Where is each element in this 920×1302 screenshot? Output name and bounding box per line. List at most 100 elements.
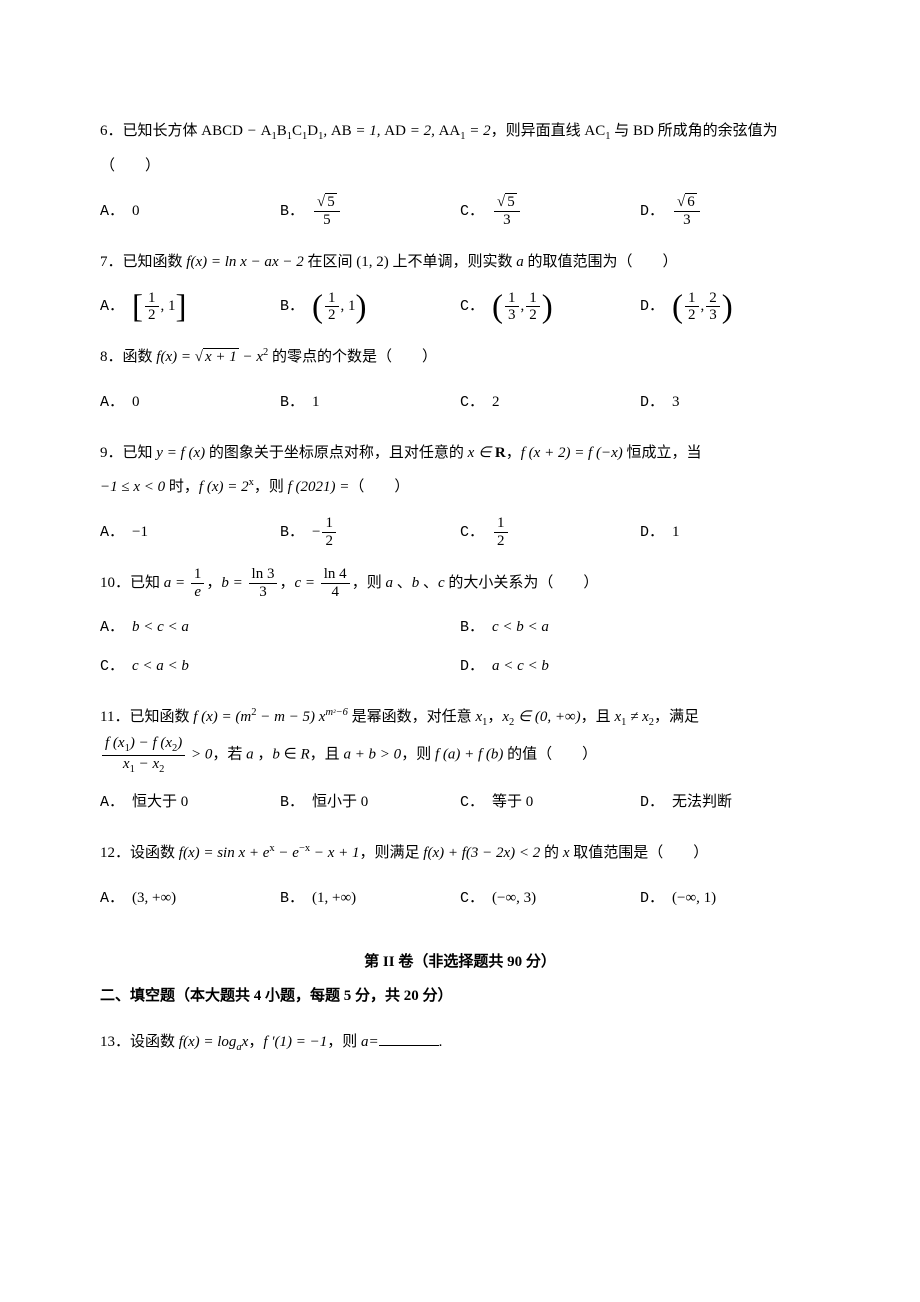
- neg: −: [312, 513, 320, 552]
- opt-label: C．: [460, 287, 484, 326]
- q8-opt-a: A．0: [100, 383, 280, 422]
- q6-opt-a: A．0: [100, 192, 280, 231]
- q6-opt-d: D． √63: [640, 192, 820, 231]
- q7-stem: 7．已知函数 f(x) = ln x − ax − 2 在区间 (1, 2) 上…: [100, 245, 820, 280]
- q7-opt-c: C．(13, 12): [460, 287, 640, 326]
- q8-t2: 的零点的个数是（ ）: [268, 349, 437, 365]
- q8-opt-c: C．2: [460, 383, 640, 422]
- opt-label: B．: [280, 383, 304, 422]
- t: ，则: [401, 747, 435, 763]
- q7-fx: f(x) = ln x − ax − 2: [186, 254, 303, 270]
- q9-f2021: f (2021) =: [288, 479, 350, 495]
- section-ii-title: 第 II 卷（非选择题共 90 分）: [100, 948, 820, 977]
- q12-opt-c: C．(−∞, 3): [460, 879, 640, 918]
- q7-opt-d: D．(12, 23): [640, 287, 820, 326]
- q8-opt-b: B．1: [280, 383, 460, 422]
- q7-t2: 在区间: [304, 254, 357, 270]
- q8-options: A．0 B．1 C．2 D．3: [100, 383, 820, 422]
- opt-label: A．: [100, 513, 124, 552]
- t: 的图象关于坐标原点对称，且对任意的: [205, 445, 468, 461]
- q6-expr: ABCD − A1B1C1D1, AB = 1, AD = 2, AA1 = 2: [201, 123, 490, 139]
- t: 恒成立，当: [623, 445, 702, 461]
- q11-fx: f (x) = (m2 − m − 5) xm²−6: [193, 709, 348, 725]
- opt-label: A．: [100, 383, 124, 422]
- q13-fx: f(x) = logax: [179, 1034, 249, 1050]
- q7-t3: 上不单调，则实数 a 的取值范围为（ ）: [389, 254, 678, 270]
- q9-yfx: y = f (x): [156, 445, 205, 461]
- opt-val: −1: [132, 513, 148, 552]
- q13-a: a=: [361, 1034, 379, 1050]
- q9-stem: 9．已知 y = f (x) 的图象关于坐标原点对称，且对任意的 x ∈ R，f…: [100, 436, 820, 505]
- t: 设函数: [130, 1034, 179, 1050]
- opt-label: A．: [100, 287, 124, 326]
- opt-label: D．: [460, 647, 484, 686]
- q12-opt-b: B．(1, +∞): [280, 879, 460, 918]
- opt-val: 无法判断: [672, 783, 732, 822]
- t: 已知: [123, 445, 157, 461]
- q12-stem: 12．设函数 f(x) = sin x + ex − e−x − x + 1，则…: [100, 836, 820, 871]
- opt-label: B．: [460, 608, 484, 647]
- opt-val: 0: [132, 383, 140, 422]
- opt-label: A．: [100, 879, 124, 918]
- t: ，且: [581, 709, 615, 725]
- q9-opt-d: D．1: [640, 513, 820, 552]
- opt-val: b < c < a: [132, 608, 189, 647]
- t: 的值（ ）: [503, 747, 597, 763]
- opt-val: 2: [492, 383, 500, 422]
- opt-val: 0: [132, 192, 140, 231]
- gt0: > 0: [187, 747, 212, 763]
- q12-opt-d: D．(−∞, 1): [640, 879, 820, 918]
- q8-t1: 函数: [123, 349, 157, 365]
- opt-val: 恒小于 0: [312, 783, 368, 822]
- t: ，: [206, 575, 221, 591]
- t: ，: [506, 445, 521, 461]
- t: ，: [487, 709, 502, 725]
- q11-opt-d: D．无法判断: [640, 783, 820, 822]
- opt-label: D．: [640, 192, 664, 231]
- opt-label: D．: [640, 879, 664, 918]
- opt-label: C．: [460, 192, 484, 231]
- opt-label: B．: [280, 513, 304, 552]
- q9-eq1: f (x + 2) = f (−x): [521, 445, 623, 461]
- q10-opt-b: B．c < b < a: [460, 608, 820, 647]
- q8-number: 8．: [100, 349, 123, 365]
- q11-opt-a: A．恒大于 0: [100, 783, 280, 822]
- q6-t2: ，则异面直线: [491, 123, 585, 139]
- opt-val: 1: [312, 383, 320, 422]
- q12-options: A．(3, +∞) B．(1, +∞) C．(−∞, 3) D．(−∞, 1): [100, 879, 820, 918]
- q9-number: 9．: [100, 445, 123, 461]
- t: 已知: [130, 575, 164, 591]
- neq: x1 ≠ x2: [614, 709, 654, 725]
- q9-fx2x: f (x) = 2x: [199, 479, 254, 495]
- q11-opt-c: C．等于 0: [460, 783, 640, 822]
- t: ，: [248, 1034, 263, 1050]
- opt-label: D．: [640, 287, 664, 326]
- q11-stem: 11．已知函数 f (x) = (m2 − m − 5) xm²−6 是幂函数，…: [100, 700, 820, 775]
- q6-bd: BD: [633, 123, 654, 139]
- q6-stem: 6．已知长方体 ABCD − A1B1C1D1, AB = 1, AD = 2,…: [100, 114, 820, 184]
- q6-number: 6．: [100, 123, 123, 139]
- q7-number: 7．: [100, 254, 123, 270]
- t: ，: [279, 575, 294, 591]
- q12-fx: f(x) = sin x + ex − e−x − x + 1: [179, 845, 360, 861]
- opt-val: 恒大于 0: [132, 783, 188, 822]
- q11-number: 11．: [100, 709, 129, 725]
- q11-options: A．恒大于 0 B．恒小于 0 C．等于 0 D．无法判断: [100, 783, 820, 822]
- x1: x1: [475, 709, 487, 725]
- section-ii-sub: 二、填空题（本大题共 4 小题，每题 5 分，共 20 分）: [100, 982, 820, 1011]
- q10-opt-d: D．a < c < b: [460, 647, 820, 686]
- q6-t3: 与: [610, 123, 633, 139]
- q12-opt-a: A．(3, +∞): [100, 879, 280, 918]
- opt-label: D．: [640, 783, 664, 822]
- t: ，则: [327, 1034, 361, 1050]
- q13-fp: f ′(1) = −1: [263, 1034, 327, 1050]
- opt-label: A．: [100, 192, 124, 231]
- q12-number: 12．: [100, 845, 130, 861]
- q6-opt-c: C． √53: [460, 192, 640, 231]
- opt-frac: √63: [674, 194, 700, 228]
- q11-bigfrac: f (x1) − f (x2)x1 − x2: [102, 735, 185, 775]
- opt-val: (−∞, 1): [672, 879, 716, 918]
- opt-frac: √53: [494, 194, 520, 228]
- t: 是幂函数，对任意: [348, 709, 476, 725]
- opt-label: A．: [100, 783, 124, 822]
